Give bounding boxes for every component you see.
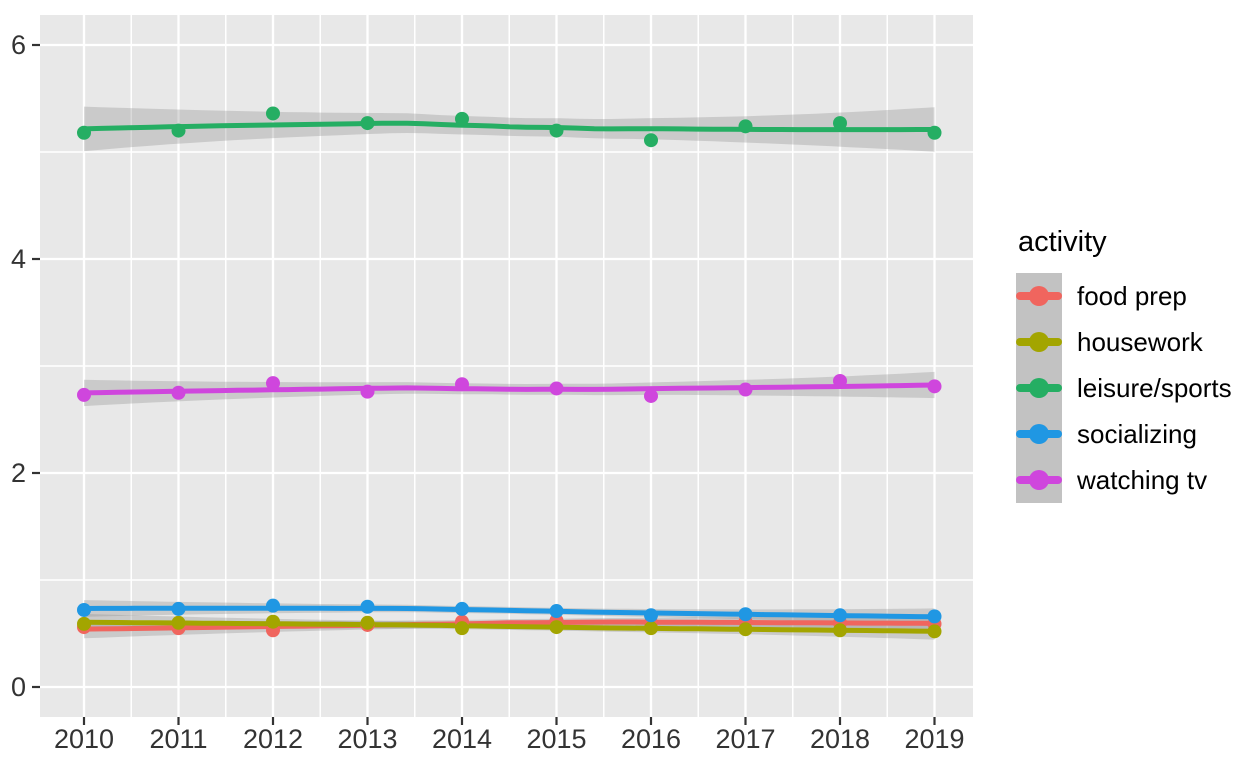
- legend-item-socializing: socializing: [1016, 411, 1232, 457]
- series-point-watching-tv: [927, 379, 942, 394]
- legend-key-leisure-sports: [1016, 365, 1062, 411]
- series-point-watching-tv: [455, 377, 469, 392]
- series-line-housework: [81, 619, 937, 634]
- y-tick-label: 2: [11, 458, 26, 488]
- series-point-socializing: [77, 602, 91, 617]
- legend-key-dot-icon: [1029, 378, 1049, 398]
- series-point-leisure-sports: [360, 116, 375, 131]
- series-point-leisure-sports: [171, 123, 186, 138]
- series-point-watching-tv: [360, 384, 375, 399]
- legend-key-dot-icon: [1029, 286, 1049, 306]
- series-line-leisure-sports: [81, 120, 937, 133]
- series-point-leisure-sports: [77, 125, 91, 140]
- series-point-socializing: [738, 607, 753, 622]
- series-point-housework: [266, 614, 280, 629]
- series-point-socializing: [833, 608, 847, 623]
- series-point-housework: [833, 623, 847, 638]
- series-line-watching-tv: [81, 382, 937, 396]
- series-point-watching-tv: [171, 385, 186, 400]
- legend-label: housework: [1077, 326, 1203, 357]
- legend-item-watching-tv: watching tv: [1016, 457, 1232, 503]
- legend-key-dot-icon: [1029, 424, 1049, 444]
- series-point-watching-tv: [738, 382, 753, 397]
- series-point-socializing: [266, 598, 280, 613]
- series-point-watching-tv: [644, 388, 658, 403]
- x-tick-label: 2014: [432, 724, 492, 754]
- x-tick-label: 2012: [243, 724, 303, 754]
- series-point-socializing: [171, 601, 186, 616]
- x-tick-label: 2010: [54, 724, 114, 754]
- series-point-leisure-sports: [549, 123, 564, 138]
- series-point-housework: [738, 622, 753, 637]
- series-point-watching-tv: [77, 387, 91, 402]
- series-point-watching-tv: [833, 373, 847, 388]
- x-tick-label: 2019: [904, 724, 964, 754]
- series-point-leisure-sports: [266, 106, 280, 121]
- y-tick-label: 0: [11, 672, 26, 702]
- x-tick-label: 2015: [526, 724, 586, 754]
- series-point-leisure-sports: [644, 133, 658, 148]
- y-tick-label: 6: [11, 30, 26, 60]
- series-point-housework: [549, 620, 564, 635]
- series-point-housework: [455, 621, 469, 636]
- x-tick-label: 2011: [149, 724, 207, 754]
- legend-label: watching tv: [1077, 464, 1208, 495]
- series-point-socializing: [644, 608, 658, 623]
- x-tick-label: 2018: [810, 724, 870, 754]
- series-point-housework: [77, 616, 91, 631]
- legend-items: food prep housework leisure/sports: [1016, 273, 1232, 503]
- series-point-housework: [171, 615, 186, 630]
- series-line-socializing: [81, 605, 937, 620]
- x-tick-label: 2016: [621, 724, 681, 754]
- series-point-housework: [927, 624, 942, 639]
- series-line-food-prep: [81, 619, 937, 632]
- legend-key-socializing: [1016, 411, 1062, 457]
- series-point-leisure-sports: [927, 125, 942, 140]
- x-tick-label: 2013: [337, 724, 397, 754]
- legend-item-housework: housework: [1016, 319, 1232, 365]
- legend-key-housework: [1016, 319, 1062, 365]
- series-point-socializing: [549, 604, 564, 619]
- legend-item-leisure-sports: leisure/sports: [1016, 365, 1232, 411]
- series-point-socializing: [360, 599, 375, 614]
- series-point-housework: [644, 621, 658, 636]
- series-point-watching-tv: [266, 376, 280, 391]
- legend-label: food prep: [1077, 280, 1187, 311]
- legend-key-dot-icon: [1029, 332, 1049, 352]
- series-point-leisure-sports: [455, 111, 469, 126]
- y-tick-label: 4: [11, 244, 26, 274]
- legend-key-dot-icon: [1029, 470, 1049, 490]
- series-point-housework: [360, 615, 375, 630]
- legend: activity food prep housework: [1016, 226, 1232, 503]
- series-point-leisure-sports: [738, 119, 753, 134]
- series-point-watching-tv: [549, 381, 564, 396]
- series-point-socializing: [927, 609, 942, 624]
- legend-item-food-prep: food prep: [1016, 273, 1232, 319]
- legend-key-food-prep: [1016, 273, 1062, 319]
- legend-label: socializing: [1077, 418, 1197, 449]
- legend-label: leisure/sports: [1077, 372, 1232, 403]
- legend-key-watching-tv: [1016, 457, 1062, 503]
- series-point-leisure-sports: [833, 116, 847, 131]
- x-tick-label: 2017: [715, 724, 775, 754]
- legend-title: activity: [1018, 226, 1107, 258]
- series-point-socializing: [455, 601, 469, 616]
